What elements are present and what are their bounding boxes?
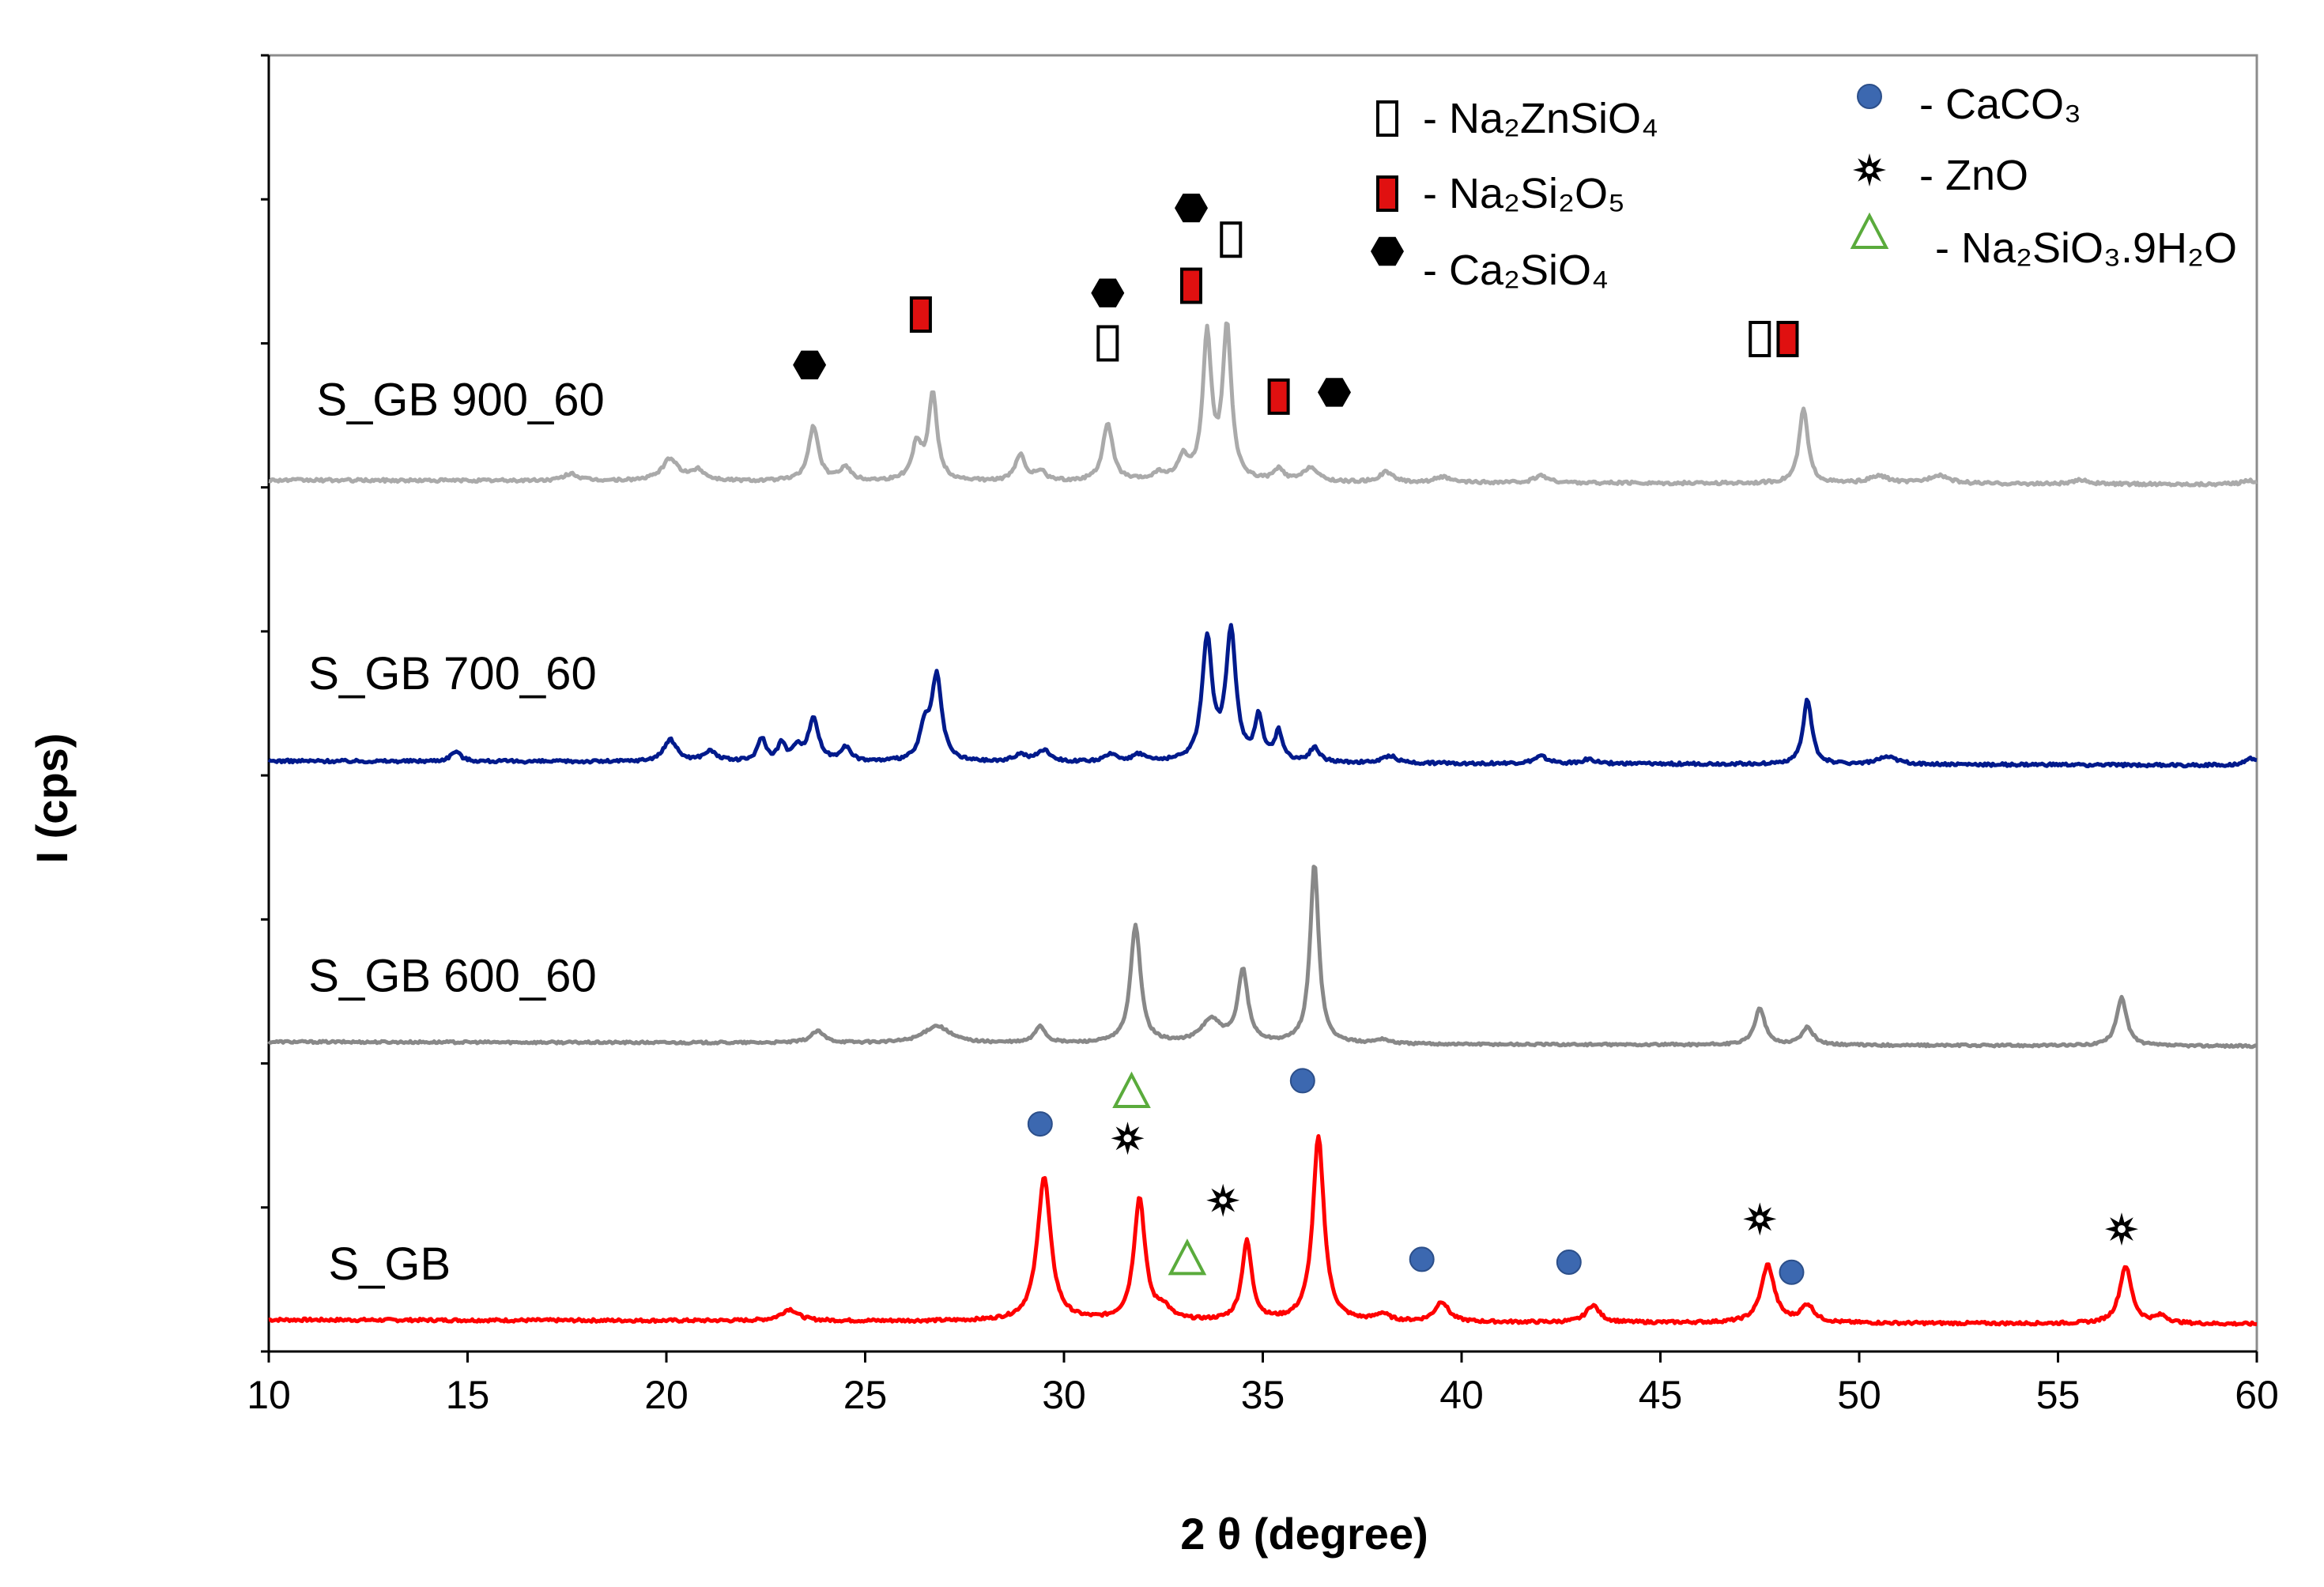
phase-legend: - Na₂ZnSiO₄ - Na₂Si₂O₅ - Ca₂SiO₄ - CaCO₃ - Z… bbox=[1371, 81, 2237, 294]
series-group bbox=[267, 321, 2258, 1327]
legend-label: - ZnO bbox=[1919, 152, 2028, 199]
x-tick-label: 45 bbox=[1639, 1373, 1683, 1417]
legend-label: - Na₂SiO₃.9H₂O bbox=[1935, 224, 2237, 272]
zno-marker-center-icon bbox=[1866, 166, 1873, 174]
legend-label: - Ca₂SiO₄ bbox=[1423, 247, 1609, 294]
legend-label: - Na₂Si₂O₅ bbox=[1423, 170, 1625, 217]
x-tick-label: 40 bbox=[1439, 1373, 1484, 1417]
zno-marker-center-icon bbox=[1123, 1134, 1132, 1143]
na2znsio4-marker-icon bbox=[1220, 221, 1243, 258]
na2znsio4-marker-icon bbox=[1749, 320, 1771, 357]
x-tick-label: 50 bbox=[1837, 1373, 1881, 1417]
ca2sio4-marker-icon bbox=[1371, 236, 1404, 266]
zno-marker-center-icon bbox=[1756, 1215, 1764, 1223]
y-axis-title: I (cps) bbox=[27, 733, 77, 864]
series-label: S_GB bbox=[328, 1238, 451, 1290]
na2sio3-marker-icon bbox=[1850, 212, 1889, 249]
na2si2o5-marker-icon bbox=[1776, 320, 1799, 357]
x-tick-label: 35 bbox=[1241, 1373, 1285, 1417]
x-tick-label: 25 bbox=[843, 1373, 888, 1417]
x-tick-label: 10 bbox=[247, 1373, 291, 1417]
na2si2o5-marker-icon bbox=[1179, 267, 1202, 304]
axes-group: 10 15 20 25 30 35 40 45 50 55 60 bbox=[247, 54, 2279, 1417]
legend-label: - CaCO₃ bbox=[1919, 81, 2081, 128]
peak-markers-group bbox=[793, 194, 2138, 1285]
caco3-marker-icon bbox=[1556, 1250, 1582, 1276]
series-label: S_GB 600_60 bbox=[308, 950, 596, 1001]
zno-marker-center-icon bbox=[2117, 1225, 2126, 1234]
ca2sio4-marker-icon bbox=[1091, 278, 1125, 307]
ca2sio4-marker-icon bbox=[793, 350, 827, 379]
x-tick-label: 55 bbox=[2036, 1373, 2081, 1417]
na2sio3-marker-icon bbox=[1168, 1238, 1207, 1276]
caco3-marker-icon bbox=[1027, 1111, 1053, 1137]
x-tick-label: 15 bbox=[446, 1373, 490, 1417]
x-tick-label: 60 bbox=[2235, 1373, 2279, 1417]
x-tick-label: 30 bbox=[1042, 1373, 1086, 1417]
na2si2o5-marker-icon bbox=[909, 296, 932, 333]
ca2sio4-marker-icon bbox=[1175, 194, 1208, 223]
legend-label: - Na₂ZnSiO₄ bbox=[1423, 95, 1658, 142]
x-tick-label: 20 bbox=[644, 1373, 689, 1417]
series-labels-group: S_GB S_GB 600_60 S_GB 700_60 S_GB 900_60 bbox=[308, 375, 604, 1290]
caco3-marker-icon bbox=[1409, 1246, 1435, 1272]
na2znsio4-marker-icon bbox=[1096, 325, 1119, 362]
na2znsio4-marker-icon bbox=[1376, 100, 1398, 137]
series-line-s-gb-700-60 bbox=[267, 623, 2258, 769]
na2sio3-marker-icon bbox=[1112, 1071, 1151, 1108]
ca2sio4-marker-icon bbox=[1318, 378, 1351, 407]
series-line-s-gb-600-60 bbox=[267, 865, 2258, 1050]
caco3-marker-icon bbox=[1779, 1259, 1805, 1285]
na2si2o5-marker-icon bbox=[1376, 175, 1398, 212]
series-line-s-gb bbox=[268, 1134, 2258, 1327]
series-line-s-gb-900-60 bbox=[268, 321, 2258, 488]
zno-marker-center-icon bbox=[1219, 1196, 1228, 1204]
series-label: S_GB 700_60 bbox=[308, 648, 596, 699]
x-axis-title: 2 θ (degree) bbox=[1180, 1509, 1428, 1559]
caco3-marker-icon bbox=[1857, 84, 1882, 109]
caco3-marker-icon bbox=[1289, 1068, 1315, 1094]
na2si2o5-marker-icon bbox=[1267, 378, 1290, 415]
series-label: S_GB 900_60 bbox=[316, 375, 604, 426]
